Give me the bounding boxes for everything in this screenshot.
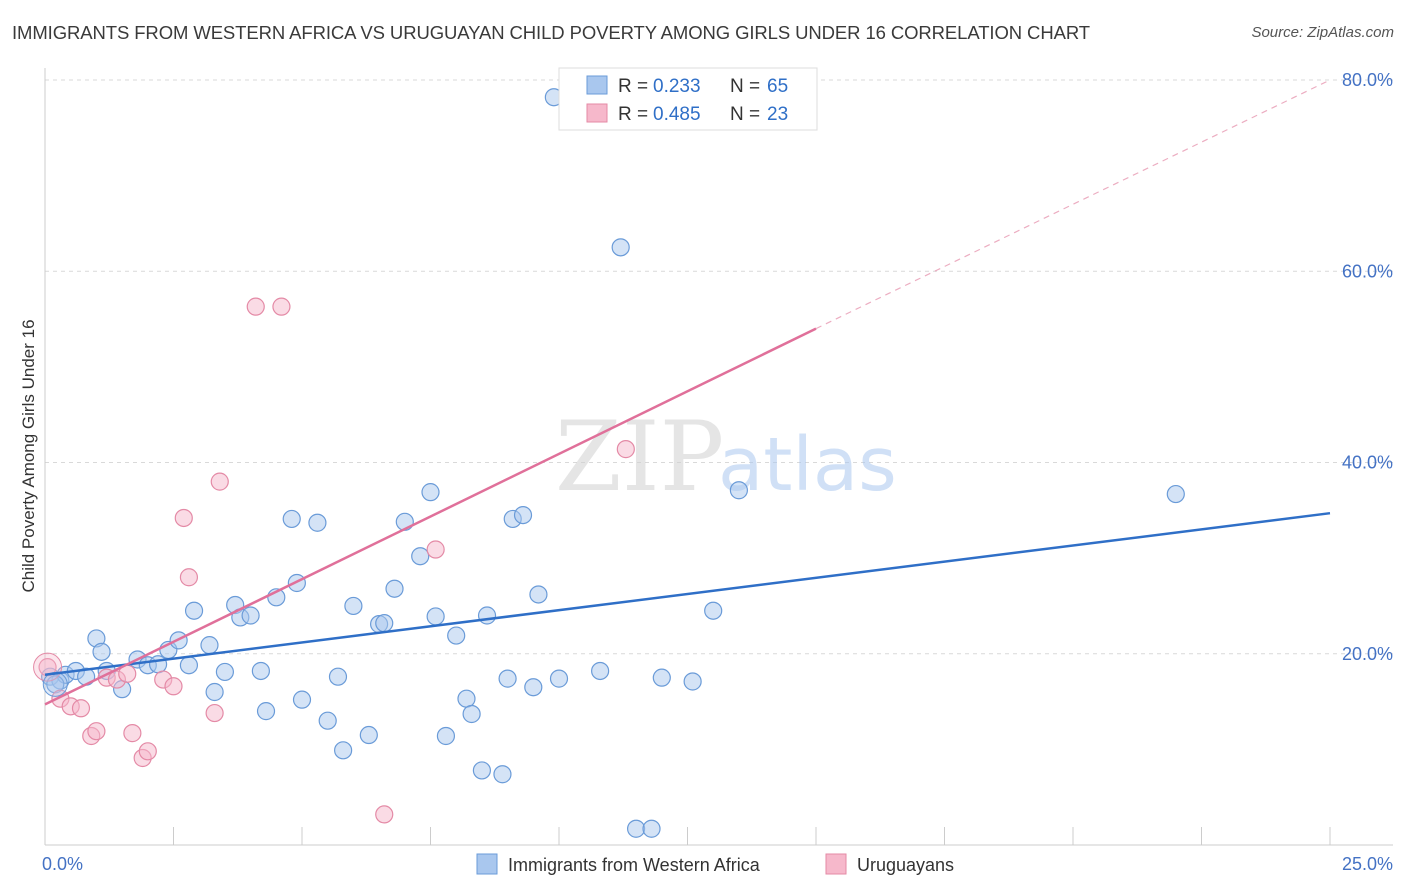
source-label: Source: ZipAtlas.com (1251, 24, 1394, 41)
stats-legend-n-value-2: 23 (767, 104, 788, 125)
blue-point-17 (205, 682, 224, 702)
blue-point-cluster (42, 671, 68, 697)
blue-point-23 (256, 702, 276, 721)
pink-point-13 (164, 677, 183, 696)
blue-point-33 (359, 725, 378, 745)
pink-point-16 (205, 703, 224, 723)
blue-point-48 (498, 669, 517, 688)
blue-point-30 (328, 667, 348, 686)
watermark-atlas: atlas (718, 422, 897, 508)
blue-point-59 (652, 668, 671, 687)
blue-point-15 (184, 601, 204, 620)
pink-point-20 (375, 805, 394, 824)
axes (44, 68, 1393, 846)
blue-point-51 (524, 678, 543, 697)
blue-point-41 (436, 726, 456, 746)
blue-point-44 (462, 704, 481, 724)
blue-point-57 (626, 819, 646, 838)
pink-point-21 (426, 540, 445, 559)
blue-point-6 (92, 642, 111, 661)
blue-point-28 (308, 513, 327, 532)
stats-legend-r-label-1: R = (618, 76, 648, 97)
blue-point-54 (549, 669, 569, 688)
blue-point-32 (344, 596, 363, 616)
blue-point-36 (385, 579, 404, 598)
blue-point-39 (421, 483, 440, 502)
series-legend-label-pink: Uruguayans (857, 855, 954, 875)
blue-point-18 (215, 662, 234, 682)
x-tick-label-1: 25.0% (1342, 854, 1393, 874)
stats-legend-r-label-2: R = (618, 104, 648, 125)
blue-point-52 (529, 585, 548, 604)
blue-point-46 (477, 606, 497, 625)
series-legend-swatch-blue (476, 853, 498, 875)
watermark: ZIP atlas (555, 401, 897, 513)
blue-point-27 (292, 690, 312, 709)
stats-legend-swatch-pink (586, 103, 608, 123)
gridlines (45, 79, 1393, 655)
pink-point-5 (87, 722, 106, 741)
blue-point-50 (513, 505, 533, 525)
blue-point-58 (642, 819, 661, 838)
stats-legend-n-label-2: N = (730, 104, 760, 125)
blue-point-29 (318, 711, 337, 730)
y-axis-label: Child Poverty Among Girls Under 16 (19, 319, 38, 592)
pink-point-17 (210, 472, 229, 491)
series-legend: Immigrants from Western Africa Uruguayan… (476, 853, 954, 875)
series-legend-swatch-pink (825, 853, 847, 875)
stats-legend-n-label-1: N = (730, 76, 760, 97)
pink-point-15 (179, 568, 199, 587)
x-tick-label-0: 0.0% (42, 854, 83, 874)
blue-point-63 (1166, 484, 1185, 504)
watermark-zip: ZIP (555, 401, 724, 513)
pink-point-19 (272, 297, 291, 316)
y-tick-labels: 20.0% 40.0% 60.0% 80.0% (1342, 70, 1393, 664)
blue-point-56 (611, 238, 630, 257)
blue-point-47 (493, 765, 512, 784)
stats-legend-swatch-blue (586, 75, 608, 95)
blue-point-31 (334, 741, 353, 760)
blue-point-42 (447, 626, 466, 645)
blue-point-11 (148, 655, 168, 674)
series-legend-label-blue: Immigrants from Western Africa (508, 855, 761, 875)
blue-point-35 (375, 614, 394, 633)
stats-legend-r-value-1: 0.233 (653, 76, 701, 97)
pink-point-18 (246, 297, 265, 316)
blue-point-61 (704, 601, 723, 620)
pink-point-3 (71, 699, 91, 718)
blue-point-40 (426, 607, 445, 626)
stats-legend: R = 0.233 N = 65 R = 0.485 N = 23 (558, 67, 818, 131)
blue-point-60 (683, 672, 702, 691)
pink-point-9 (123, 724, 142, 743)
blue-point-43 (457, 689, 476, 708)
blue-point-14 (179, 656, 199, 675)
stats-legend-r-value-2: 0.485 (653, 104, 701, 125)
pink-point-14 (174, 508, 193, 528)
blue-point-21 (241, 606, 260, 625)
trend-line-pink (44, 327, 817, 706)
y-tick-label-0: 20.0% (1342, 644, 1393, 664)
y-tick-label-2: 60.0% (1342, 261, 1393, 281)
pink-point-11 (138, 742, 157, 761)
blue-point-16 (200, 636, 219, 655)
data-points (33, 88, 1185, 838)
x-tick-labels: 0.0% 25.0% (42, 854, 1393, 874)
stats-legend-n-value-1: 65 (767, 76, 788, 97)
trend-line-pink-extension (815, 79, 1331, 330)
blue-point-45 (472, 761, 491, 780)
blue-point-62 (729, 481, 749, 500)
blue-point-55 (591, 661, 610, 681)
blue-point-25 (282, 509, 301, 529)
y-tick-label-3: 80.0% (1342, 70, 1393, 90)
y-tick-label-1: 40.0% (1342, 453, 1393, 473)
pink-point-22 (616, 440, 635, 459)
blue-point-38 (411, 547, 430, 566)
blue-point-22 (251, 661, 270, 681)
trend-line-blue (44, 511, 1331, 677)
trend-lines (44, 79, 1331, 706)
chart-title: IMMIGRANTS FROM WESTERN AFRICA VS URUGUA… (12, 22, 1090, 43)
